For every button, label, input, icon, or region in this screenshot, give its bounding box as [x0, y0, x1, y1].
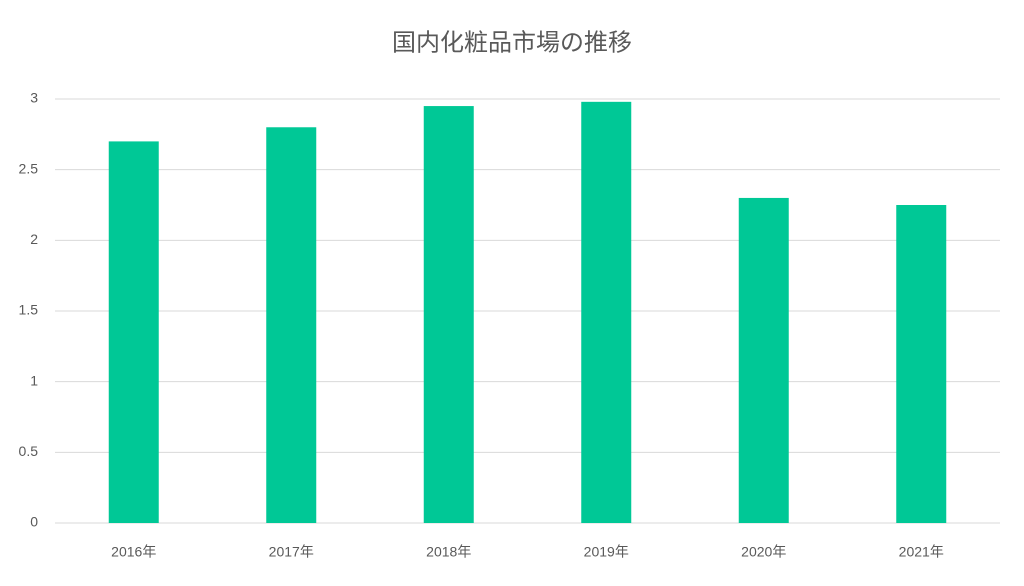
- y-tick-label: 1.5: [19, 302, 39, 318]
- y-tick-label: 2.5: [19, 160, 39, 176]
- x-tick-label: 2019年: [584, 544, 629, 560]
- x-tick-label: 2017年: [269, 544, 314, 560]
- chart-title: 国内化粧品市場の推移: [392, 29, 632, 56]
- bar: [896, 205, 947, 523]
- x-tick-label: 2020年: [741, 544, 786, 560]
- bar: [266, 127, 317, 524]
- bar: [108, 141, 159, 523]
- bar: [738, 197, 789, 523]
- x-tick-label: 2021年: [899, 544, 944, 560]
- x-tick-label: 2018年: [426, 544, 471, 560]
- y-tick-label: 3: [30, 90, 38, 106]
- y-tick-label: 0: [30, 514, 38, 530]
- x-tick-label: 2016年: [111, 544, 156, 560]
- bar: [423, 106, 474, 524]
- y-tick-label: 2: [30, 231, 38, 247]
- bar: [581, 101, 632, 524]
- y-tick-label: 1: [30, 372, 38, 388]
- y-tick-label: 0.5: [19, 443, 39, 459]
